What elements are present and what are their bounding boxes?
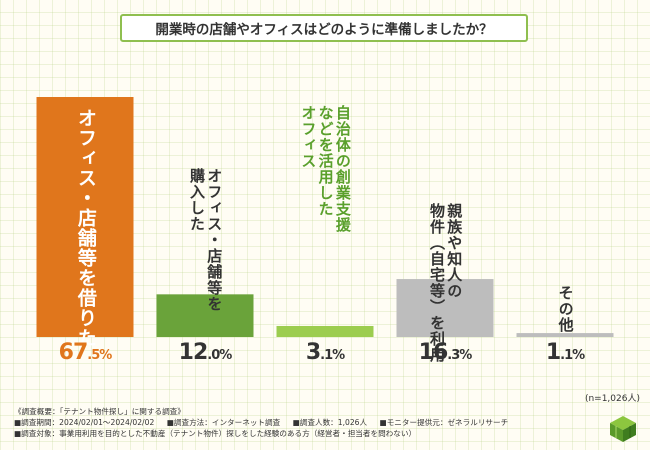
bar-label-1: オフィス・店舗等を借りた — [74, 108, 97, 348]
value-label-1: 67.5% — [25, 340, 145, 365]
bar-label-line: オフィス・店舗等を借りた — [74, 108, 97, 348]
value-label-2: 12.0% — [145, 340, 265, 365]
bar-label-line: 親族や知人の — [445, 203, 464, 299]
bar-label-5: その他 — [556, 285, 575, 333]
value-dec: .3% — [447, 348, 472, 363]
value-label-5: 1.1% — [505, 340, 625, 365]
footnote-period: ■調査期間：2024/02/01～2024/02/02 — [14, 418, 155, 427]
value-int: 67 — [58, 340, 89, 365]
bar-label-line: オフィス — [299, 105, 318, 169]
bar-chart — [36, 97, 614, 337]
footnote-method: ■調査方法：インターネット調査 — [166, 418, 281, 427]
bar-label-line: 購入した — [188, 168, 206, 232]
bar-3 — [276, 325, 374, 337]
value-int: 1 — [545, 340, 561, 365]
bar-label-line: オフィス・店舗等を — [205, 168, 224, 312]
bar-label-4: 親族や知人の 物件（自宅等）を利用 — [428, 203, 463, 363]
value-label-3: 3.1% — [265, 340, 385, 365]
footnote-target: ■調査対象：事業用利用を目的とした不動産（テナント物件）探しをした経験のある方（… — [14, 429, 417, 438]
bar-label-line: 物件（自宅等）を利用 — [428, 203, 446, 363]
bar-1 — [36, 97, 134, 337]
bar-label-line: その他 — [556, 285, 575, 333]
bar-label-2: オフィス・店舗等を 購入した — [188, 168, 223, 312]
bar-label-3: 自治体の創業支援 などを活用した オフィス — [299, 105, 352, 233]
value-int: 16 — [418, 340, 449, 365]
survey-footnotes: 《調査概要：「テナント物件探し」に関する調査》 ■調査期間：2024/02/01… — [14, 406, 508, 439]
footnote-count: ■調査人数：1,026人 — [292, 418, 368, 427]
bar-label-line: 自治体の創業支援 — [333, 105, 352, 233]
value-dec: .1% — [320, 348, 345, 363]
footnote-provider: ■モニター提供元：ゼネラルリサーチ — [379, 418, 509, 427]
bar-5 — [516, 333, 614, 337]
bar-2 — [156, 294, 254, 337]
chart-title: 開業時の店舗やオフィスはどのように準備しましたか？ — [120, 14, 528, 42]
bar-label-line: などを活用した — [316, 105, 335, 217]
chart-title-text: 開業時の店舗やオフィスはどのように準備しましたか？ — [155, 22, 493, 38]
value-dec: .0% — [207, 348, 232, 363]
sample-size-note: (n=1,026人) — [584, 394, 640, 404]
value-dec: .1% — [560, 348, 585, 363]
footnote-summary: 《調査概要：「テナント物件探し」に関する調査》 — [14, 407, 185, 416]
value-int: 12 — [178, 340, 209, 365]
value-int: 3 — [305, 340, 321, 365]
value-label-4: 16.3% — [385, 340, 505, 365]
footnote-row-2: ■調査期間：2024/02/01～2024/02/02 ■調査方法：インターネッ… — [14, 417, 508, 428]
bar-4 — [396, 279, 494, 337]
brand-logo-icon — [610, 416, 636, 442]
value-dec: .5% — [87, 348, 112, 363]
